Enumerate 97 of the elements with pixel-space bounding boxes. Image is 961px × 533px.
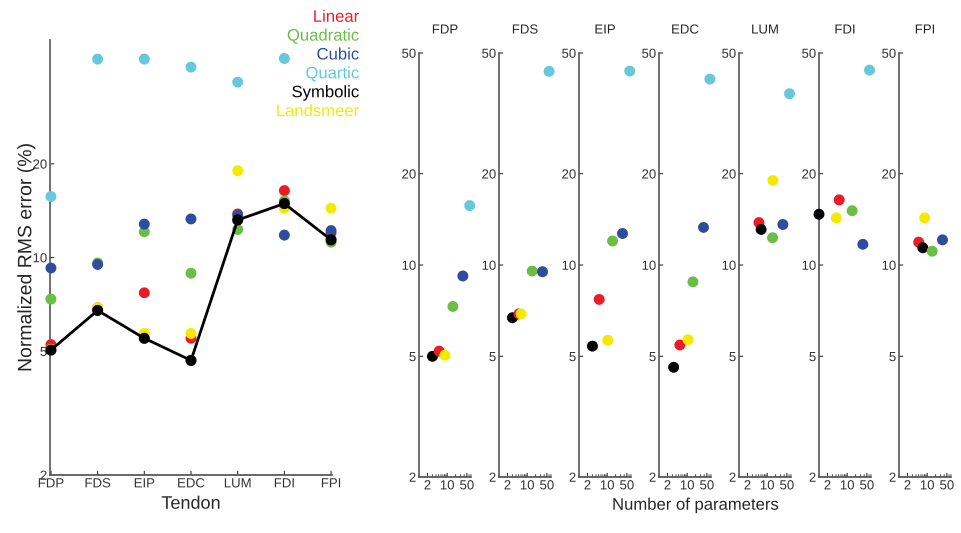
y-tick-label: 10 (34, 253, 47, 262)
text: Quadratic (288, 28, 359, 44)
x-tick-label: 50 (860, 480, 874, 490)
point (92, 304, 104, 316)
point (92, 54, 104, 65)
x-tick-label: 50 (620, 480, 634, 490)
x-tick-label: FDP (38, 478, 64, 488)
point (186, 268, 196, 279)
x-tick-label: 50 (540, 480, 554, 490)
chart-title: FDI (835, 24, 854, 34)
y-tick-label: 50 (882, 48, 896, 58)
y-tick-label: 5 (889, 352, 896, 362)
y-tick-label: 5 (489, 352, 496, 362)
y-tick-label: 5 (729, 352, 736, 362)
x-tick-label: 10 (840, 480, 854, 490)
text: Linear (314, 10, 359, 22)
y-tick-label: 20 (33, 159, 47, 169)
point (278, 53, 290, 64)
x-tick-label: 50 (780, 480, 794, 490)
point (138, 218, 150, 230)
x-tick-label: 2 (904, 480, 910, 490)
x-tick-label: EDC (178, 478, 204, 488)
y-tick-label: 20 (802, 169, 816, 179)
point (138, 54, 150, 65)
point (45, 191, 56, 202)
chart-title: FDP (432, 24, 458, 34)
y-tick-label: 50 (482, 48, 496, 58)
y-tick-label: 50 (402, 48, 416, 58)
chart-title: LUM (752, 24, 778, 34)
x-tick-label: LUM (224, 478, 251, 488)
x-tick-label: 2 (824, 480, 830, 490)
y-tick-label: 5 (809, 352, 816, 362)
y-tick-label: 50 (722, 48, 736, 58)
y-tick-label: 10 (802, 260, 816, 270)
text: Landsmeer (277, 104, 359, 116)
x-tick-label: 2 (664, 480, 670, 490)
x-axis-title: Number of parameters (613, 498, 778, 514)
x-tick-label: FPI (322, 478, 340, 488)
y-tick-label: 20 (402, 169, 416, 179)
y-tick-label: 10 (402, 260, 416, 270)
text: Symbolic (292, 85, 359, 101)
y-tick-label: 20 (642, 169, 656, 179)
x-tick-label: FDS (86, 478, 110, 488)
y-tick-label: 20 (722, 169, 736, 179)
y-tick-label: 50 (562, 48, 576, 58)
x-tick-label: 10 (920, 480, 934, 490)
point (232, 76, 244, 88)
chart-title: EDC (672, 24, 698, 34)
point (278, 230, 290, 241)
point (186, 328, 196, 339)
point (278, 198, 290, 210)
y-tick-label: 10 (882, 260, 896, 270)
point (186, 213, 196, 224)
y-tick-label: 5 (649, 352, 656, 362)
point (185, 354, 197, 366)
x-tick-label: 2 (504, 480, 510, 490)
x-tick-label: 10 (520, 480, 534, 490)
y-tick-label: 20 (562, 169, 576, 179)
x-tick-label: 10 (680, 480, 694, 490)
y-tick-label: 10 (722, 260, 736, 270)
point (232, 165, 244, 176)
series-label: Quartic (306, 66, 359, 82)
y-tick-label: 5 (569, 352, 576, 362)
point (138, 332, 150, 344)
chart-title: FDS (512, 24, 538, 34)
point (45, 294, 56, 305)
x-tick-label: 2 (424, 480, 430, 490)
y-tick-label: 10 (482, 260, 496, 270)
x-tick-label: 50 (940, 480, 954, 490)
point (45, 262, 56, 274)
point (326, 202, 337, 214)
chart-title: EIP (595, 24, 615, 34)
x-tick-label: 10 (600, 480, 614, 490)
x-tick-label: FDI (274, 478, 294, 488)
chart-title: FPI (916, 24, 934, 34)
y-tick-label: 50 (802, 48, 816, 58)
x-tick-label: 2 (744, 480, 750, 490)
point (326, 234, 337, 246)
point (138, 287, 150, 298)
text: Cubic (317, 47, 359, 60)
point (232, 214, 244, 226)
y-tick-label: 50 (642, 48, 656, 58)
x-tick-label: 10 (440, 480, 454, 490)
y-tick-label: 20 (882, 169, 896, 179)
y-tick-label: 20 (482, 169, 496, 179)
y-tick-label: 10 (642, 260, 656, 270)
y-tick-label: 5 (40, 346, 47, 356)
x-tick-label: 10 (760, 480, 774, 490)
x-tick-label: 50 (700, 480, 714, 490)
point (278, 185, 290, 196)
x-axis-title: Tendon (162, 496, 220, 509)
x-tick-label: EIP (134, 478, 154, 488)
x-tick-label: 50 (460, 480, 474, 490)
y-tick-label: 5 (409, 352, 416, 362)
point (186, 62, 196, 73)
x-tick-label: 2 (584, 480, 590, 490)
y-tick-label: 10 (562, 260, 576, 270)
